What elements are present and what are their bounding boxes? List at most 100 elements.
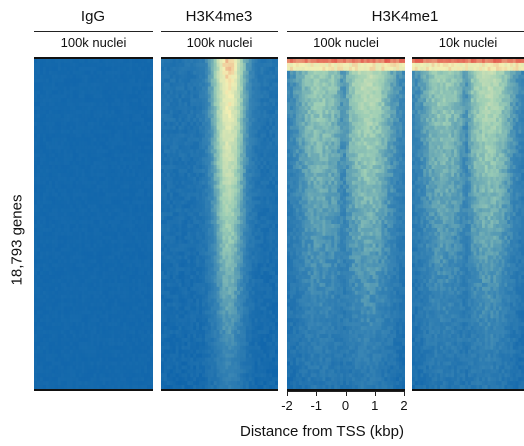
heatmap-cell bbox=[96, 267, 101, 272]
heatmap-cell bbox=[225, 110, 229, 115]
heatmap-cell bbox=[172, 62, 177, 68]
heatmap-cell bbox=[222, 196, 226, 202]
heatmap-cell bbox=[161, 145, 165, 150]
heatmap-cell bbox=[204, 98, 209, 103]
heatmap-cell bbox=[87, 239, 92, 245]
heatmap-cell bbox=[213, 208, 218, 213]
heatmap-cell bbox=[257, 204, 262, 209]
heatmap-cell bbox=[184, 200, 188, 205]
heatmap-cell bbox=[184, 70, 188, 76]
heatmap-cell bbox=[213, 94, 218, 99]
heatmap-cell bbox=[234, 196, 238, 202]
heatmap-svg bbox=[161, 59, 278, 389]
heatmap-cell bbox=[57, 90, 62, 95]
heatmap-cell bbox=[181, 176, 185, 182]
heatmap-cell bbox=[216, 145, 221, 150]
heatmap-cell bbox=[123, 106, 127, 111]
heatmap-cell bbox=[72, 98, 77, 103]
heatmap-cell bbox=[57, 286, 62, 292]
heatmap-cell bbox=[69, 212, 74, 217]
heatmap-cell bbox=[51, 212, 56, 217]
heatmap-cell bbox=[219, 110, 224, 115]
heatmap-cell bbox=[266, 98, 270, 103]
heatmap-cell bbox=[75, 157, 80, 162]
heatmap-cell bbox=[178, 114, 183, 119]
heatmap-cell bbox=[251, 78, 256, 84]
heatmap-cell bbox=[216, 188, 221, 194]
heatmap-cell bbox=[105, 90, 109, 95]
heatmap-cell bbox=[123, 90, 127, 95]
heatmap-cell bbox=[275, 94, 278, 99]
heatmap-cell bbox=[254, 114, 259, 119]
heatmap-cell bbox=[242, 184, 247, 190]
heatmap-cell bbox=[69, 200, 74, 205]
heatmap-cell bbox=[129, 326, 133, 331]
heatmap-cell bbox=[84, 172, 89, 178]
heatmap-cell bbox=[39, 341, 44, 347]
heatmap-cell bbox=[87, 176, 92, 182]
heatmap-cell bbox=[237, 90, 241, 95]
heatmap-cell bbox=[210, 153, 215, 158]
heatmap-cell bbox=[75, 176, 80, 182]
heatmap-cell bbox=[120, 271, 124, 276]
heatmap-cell bbox=[254, 106, 259, 111]
heatmap-cell bbox=[34, 337, 38, 343]
heatmap-cell bbox=[147, 117, 151, 123]
heatmap-cell bbox=[248, 141, 253, 147]
heatmap-cell bbox=[234, 98, 238, 103]
heatmap-cell bbox=[126, 149, 130, 154]
heatmap-cell bbox=[216, 59, 221, 64]
heatmap-cell bbox=[60, 290, 65, 296]
heatmap-cell bbox=[141, 172, 145, 178]
heatmap-cell bbox=[161, 165, 165, 170]
heatmap-cell bbox=[111, 239, 115, 245]
heatmap-cell bbox=[39, 110, 44, 115]
heatmap-cell bbox=[117, 318, 121, 323]
heatmap-cell bbox=[196, 157, 200, 162]
heatmap-cell bbox=[193, 157, 197, 162]
heatmap-cell bbox=[266, 176, 270, 182]
heatmap-cell bbox=[141, 243, 145, 249]
heatmap-cell bbox=[207, 74, 212, 80]
heatmap-cell bbox=[34, 117, 38, 123]
heatmap-cell bbox=[60, 255, 65, 260]
heatmap-cell bbox=[45, 200, 50, 205]
heatmap-cell bbox=[45, 66, 50, 72]
heatmap-cell bbox=[144, 302, 148, 308]
heatmap-cell bbox=[175, 117, 180, 123]
heatmap-cell bbox=[75, 66, 80, 72]
heatmap-cell bbox=[260, 66, 264, 72]
heatmap-cell bbox=[39, 94, 44, 99]
heatmap-cell bbox=[210, 94, 215, 99]
heatmap-cell bbox=[199, 169, 203, 174]
heatmap-cell bbox=[138, 94, 142, 99]
heatmap-cell bbox=[132, 337, 136, 343]
heatmap-cell bbox=[96, 117, 101, 123]
heatmap-cell bbox=[78, 275, 83, 280]
heatmap-cell bbox=[45, 110, 50, 115]
heatmap-cell bbox=[111, 133, 115, 139]
heatmap-cell bbox=[99, 141, 104, 147]
heatmap-cell bbox=[129, 117, 133, 123]
heatmap-cell bbox=[87, 94, 92, 99]
heatmap-cell bbox=[190, 59, 194, 64]
heatmap-cell bbox=[120, 66, 124, 72]
heatmap-cell bbox=[57, 169, 62, 174]
heatmap-cell bbox=[84, 334, 89, 339]
heatmap-cell bbox=[147, 82, 151, 88]
heatmap-cell bbox=[204, 74, 209, 80]
heatmap-cell bbox=[34, 353, 38, 359]
heatmap-cell bbox=[105, 161, 109, 166]
heatmap-cell bbox=[135, 121, 139, 127]
heatmap-cell bbox=[275, 212, 278, 217]
heatmap-cell bbox=[105, 341, 109, 347]
heatmap-cell bbox=[138, 78, 142, 84]
heatmap-cell bbox=[199, 90, 203, 95]
heatmap-cell bbox=[129, 298, 133, 304]
heatmap-cell bbox=[111, 365, 115, 370]
heatmap-cell bbox=[66, 59, 71, 64]
heatmap-cell bbox=[204, 78, 209, 84]
heatmap-cell bbox=[99, 172, 104, 178]
heatmap-cell bbox=[216, 78, 221, 84]
heatmap-cell bbox=[84, 310, 89, 315]
